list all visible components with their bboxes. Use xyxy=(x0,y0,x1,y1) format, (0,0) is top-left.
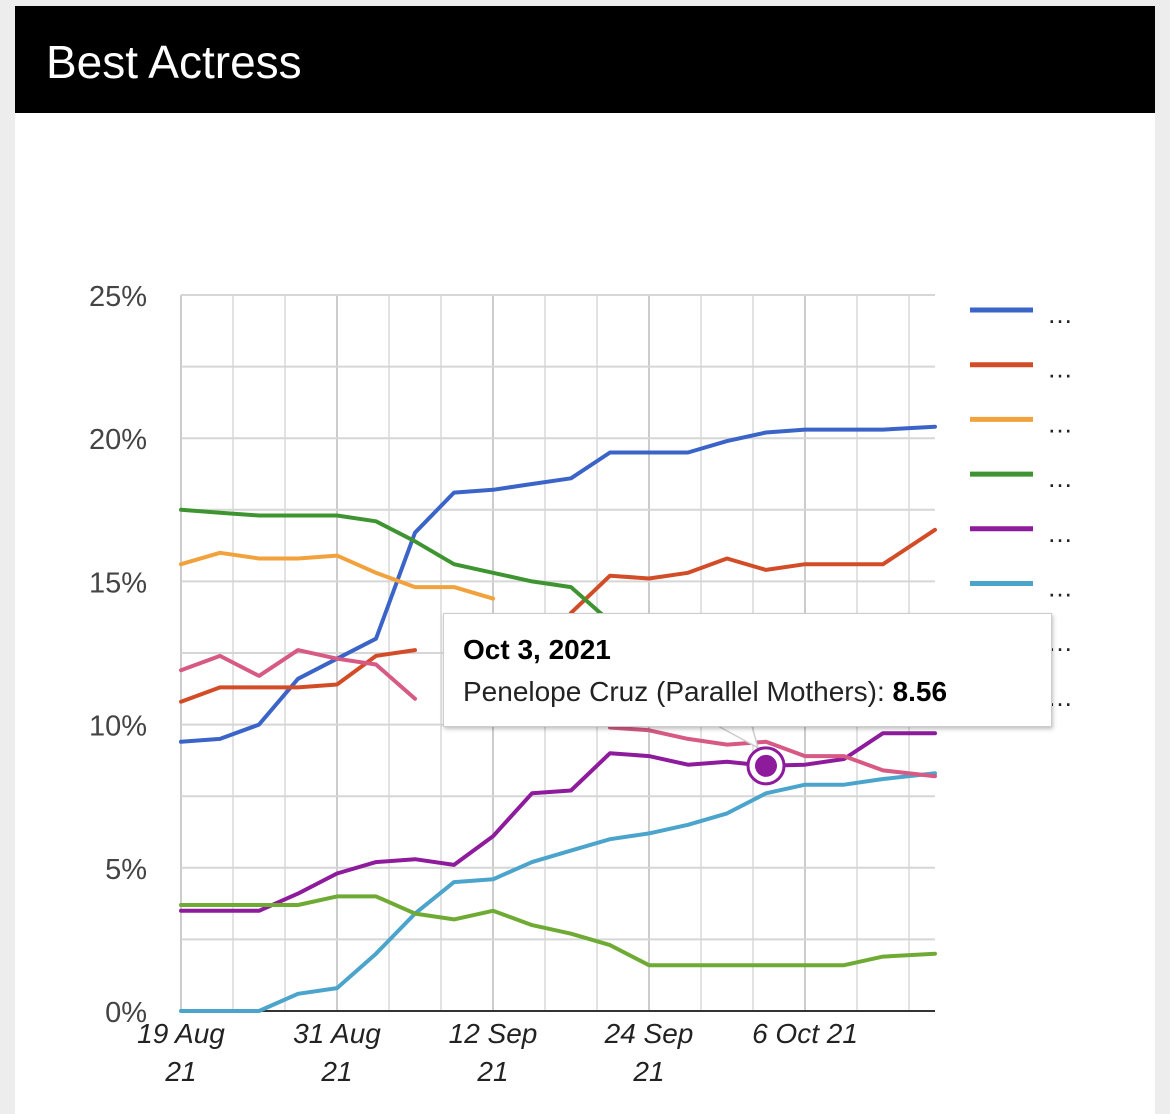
chart-title: Best Actress xyxy=(46,36,302,88)
series-line-3[interactable] xyxy=(179,550,495,601)
y-tick-label: 20% xyxy=(89,424,147,456)
legend-label[interactable]: … xyxy=(1047,408,1073,438)
series-line-5[interactable] xyxy=(179,731,937,913)
y-tick-label: 5% xyxy=(105,854,147,886)
y-tick-label: 25% xyxy=(89,281,147,313)
y-tick-label: 15% xyxy=(89,567,147,599)
tooltip-date: Oct 3, 2021 xyxy=(463,634,611,665)
series-line-7[interactable] xyxy=(179,894,937,968)
line-chart: 0% 5% 10% 15% 20% 25% 19 Aug 21 31 Aug 21 12 Sep 21… xyxy=(89,281,1073,1087)
tooltip-series-label: Penelope Cruz (Parallel Mothers) xyxy=(463,676,877,707)
x-tick-label: 31 Aug xyxy=(293,1018,381,1049)
legend-label[interactable]: … xyxy=(1047,463,1073,493)
data-tooltip: Oct 3, 2021 Penelope Cruz (Parallel Moth… xyxy=(443,613,1052,727)
legend-label[interactable]: … xyxy=(1047,354,1073,384)
series-line-4[interactable] xyxy=(179,507,612,624)
legend-label[interactable]: … xyxy=(1047,518,1073,548)
x-tick-label: 21 xyxy=(164,1056,196,1087)
legend-label[interactable]: … xyxy=(1047,299,1073,329)
x-tick-label: 21 xyxy=(476,1056,508,1087)
tooltip-line: Penelope Cruz (Parallel Mothers): 8.56 xyxy=(463,676,947,708)
tooltip-separator: : xyxy=(876,676,893,707)
y-tick-label: 10% xyxy=(89,711,147,743)
x-tick-label: 12 Sep xyxy=(449,1018,538,1049)
series-line-6[interactable] xyxy=(179,771,937,1013)
x-tick-label: 6 Oct 21 xyxy=(752,1018,858,1049)
series-line-1[interactable] xyxy=(179,424,937,744)
x-tick-label: 24 Sep xyxy=(604,1018,694,1049)
series-line-8[interactable] xyxy=(179,648,937,779)
x-tick-label: 21 xyxy=(320,1056,352,1087)
x-tick-label: 19 Aug xyxy=(137,1018,225,1049)
tooltip-value: 8.56 xyxy=(892,676,948,707)
x-tick-label: 21 xyxy=(632,1056,664,1087)
series-line-2[interactable] xyxy=(179,527,937,704)
legend-label[interactable]: … xyxy=(1047,573,1073,603)
chart-header: Best Actress xyxy=(15,6,1155,113)
highlight-point[interactable] xyxy=(755,754,777,777)
chart-card: Best Actress 0% 5% 10% 15% 20% 25% 19 Aug 21 31 … xyxy=(15,6,1155,1114)
y-tick-label: 0% xyxy=(105,997,147,1029)
